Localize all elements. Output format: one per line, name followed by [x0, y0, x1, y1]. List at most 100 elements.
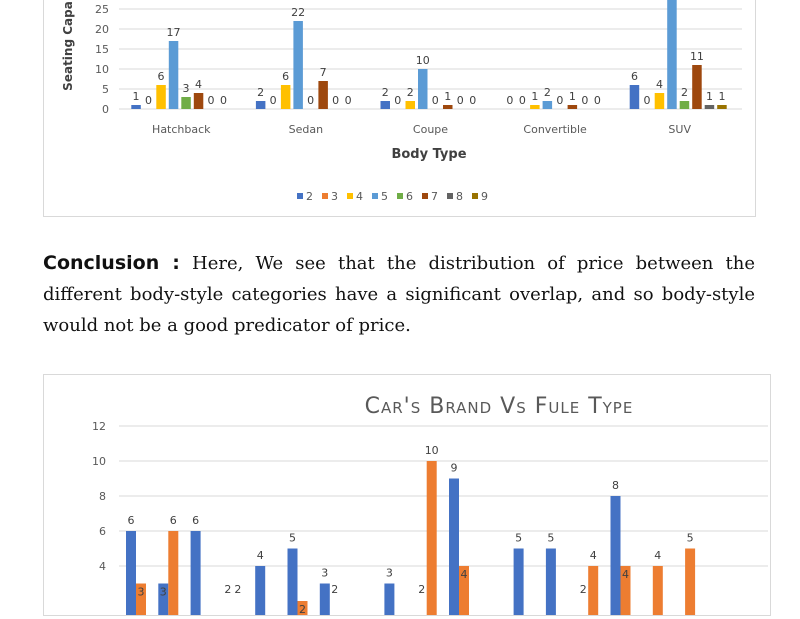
bar: [380, 101, 390, 109]
bar: [692, 65, 702, 109]
bar: [717, 105, 727, 109]
bar-value-label: 0: [581, 94, 588, 107]
bar: [405, 101, 415, 109]
bar-value-label: 2: [257, 86, 264, 99]
bar-value-label: 10: [416, 54, 430, 67]
bar: [588, 566, 599, 619]
bar-value-label: 5: [289, 532, 296, 545]
bar: [652, 566, 663, 619]
bar: [426, 461, 437, 619]
bar: [545, 548, 556, 619]
y-tick-label: 6: [99, 525, 106, 538]
legend-label: 9: [481, 190, 488, 203]
bar-value-label: 3: [183, 82, 190, 95]
category-label: Convertible: [523, 123, 587, 136]
bar: [181, 97, 191, 109]
bar: [667, 0, 677, 109]
category-label: Coupe: [413, 123, 448, 136]
bar: [610, 496, 621, 619]
bar-value-label: 3: [138, 586, 145, 599]
bar-value-label: 0: [208, 94, 215, 107]
conclusion-lead: Conclusion :: [43, 252, 180, 274]
legend-label: 5: [381, 190, 388, 203]
legend-swatch: [397, 193, 403, 199]
bar: [629, 85, 640, 109]
bar-value-label: 0: [519, 94, 526, 107]
bar-value-label: 5: [515, 532, 522, 545]
bar-value-label: 3: [386, 567, 393, 580]
category-label: Sedan: [289, 123, 323, 136]
y-tick-label: 10: [92, 455, 106, 468]
bar-value-label: 6: [631, 70, 638, 83]
legend-swatch: [422, 193, 428, 199]
y-tick-label: 0: [102, 103, 109, 116]
bar-value-label: 1: [569, 90, 576, 103]
bar-value-label: 6: [158, 70, 165, 83]
bar-value-label: 2: [299, 603, 306, 615]
legend-swatch: [472, 193, 478, 199]
bar-value-label: 0: [506, 94, 513, 107]
y-tick-label: 4: [99, 560, 106, 573]
bar: [280, 85, 291, 109]
bar-value-label: 0: [307, 94, 314, 107]
y-tick-label: 5: [102, 83, 109, 96]
bar-value-label: 5: [547, 532, 554, 545]
bar-value-label: 4: [590, 549, 597, 562]
bar: [620, 566, 631, 619]
x-axis-title: Body Type: [391, 147, 466, 162]
bar-value-label: 22: [291, 6, 305, 19]
bar: [168, 531, 179, 619]
bar-value-label: 3: [160, 586, 167, 599]
bar-value-label: 2: [418, 583, 425, 596]
bar-value-label: 0: [469, 94, 476, 107]
bar-value-label: 1: [444, 90, 451, 103]
bar-value-label: 1: [706, 90, 713, 103]
bar: [384, 583, 395, 619]
bar-value-label: 6: [192, 514, 199, 527]
bar: [293, 21, 303, 109]
legend-label: 8: [456, 190, 463, 203]
y-tick-label: 20: [95, 23, 109, 36]
bar: [255, 101, 266, 109]
chart-title: Car's Brand Vs Fule Type: [365, 394, 634, 419]
bar: [418, 69, 428, 109]
bar-value-label: 6: [282, 70, 289, 83]
category-label: Hatchback: [152, 123, 211, 136]
bar: [654, 93, 665, 109]
bar: [567, 105, 578, 109]
bar: [542, 101, 553, 109]
bar-value-label: 4: [656, 78, 663, 91]
bar-value-label: 0: [394, 94, 401, 107]
bar-value-label: 0: [643, 94, 650, 107]
bar-value-label: 0: [556, 94, 563, 107]
legend-swatch: [297, 193, 303, 199]
bar: [459, 566, 469, 619]
bar-value-label: 6: [170, 514, 177, 527]
bar-value-label: 1: [531, 90, 538, 103]
seating-capacity-chart: 0 5 10 15 20 25 Seating Capa 1 0 6 17 3 4 0 0 Hatchback…: [43, 0, 756, 217]
bar: [319, 583, 330, 619]
bar-value-label: 2: [234, 583, 241, 596]
bar-value-label: 10: [425, 444, 439, 457]
y-tick-label: 10: [95, 63, 109, 76]
bar: [443, 105, 453, 109]
conclusion-paragraph: Conclusion : Here, We see that the distr…: [43, 248, 755, 341]
bar-value-label: 5: [687, 532, 694, 545]
bar-value-label: 6: [128, 514, 135, 527]
bar: [287, 548, 298, 619]
legend-swatch: [372, 193, 378, 199]
bar-value-label: 17: [167, 26, 181, 39]
bar: [168, 41, 179, 109]
bar-value-label: 0: [270, 94, 277, 107]
y-tick-label: 8: [99, 490, 106, 503]
bar: [255, 566, 266, 619]
category-label: SUV: [668, 123, 691, 136]
y-axis-title: Seating Capa: [61, 1, 75, 91]
y-tick-label: 15: [95, 43, 109, 56]
bar-value-label: 9: [451, 462, 458, 475]
bar-value-label: 0: [345, 94, 352, 107]
bar-value-label: 4: [622, 568, 629, 581]
bar-value-label: 4: [461, 568, 468, 581]
bar-value-label: 2: [681, 86, 688, 99]
